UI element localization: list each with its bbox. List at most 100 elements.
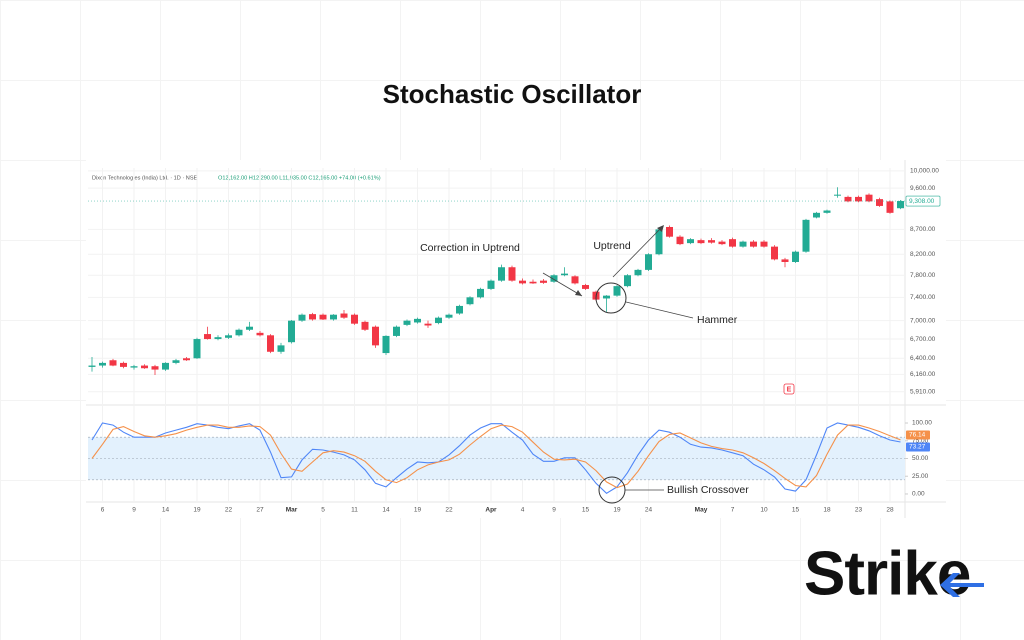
- candle-body: [235, 329, 243, 336]
- candle-body: [498, 267, 505, 281]
- candle-body: [130, 366, 138, 368]
- arrow-head: [657, 225, 664, 232]
- y-tick-label: 10,000.00: [910, 168, 939, 175]
- y-tick-label: 6,400.00: [910, 355, 936, 362]
- x-tick-label: 22: [225, 507, 233, 514]
- candle-body: [750, 241, 757, 247]
- y-tick-label: 7,000.00: [910, 317, 936, 324]
- x-tick-label: Apr: [485, 507, 497, 514]
- candle-body: [897, 201, 904, 209]
- candle-body: [802, 219, 810, 252]
- candle-body: [309, 314, 316, 320]
- candle-body: [571, 276, 579, 284]
- x-tick-label: 23: [855, 507, 863, 514]
- candle-body: [508, 267, 516, 281]
- candle-body: [298, 314, 306, 321]
- candle-body: [834, 194, 841, 196]
- candle-body: [708, 240, 715, 243]
- candle-body: [99, 362, 106, 366]
- candle-body: [477, 288, 484, 298]
- candle-body: [435, 317, 442, 324]
- x-tick-label: 4: [521, 507, 525, 514]
- candle-body: [361, 321, 369, 330]
- candle-body: [351, 314, 358, 324]
- last-price-label: 9,308.00: [909, 198, 935, 205]
- x-tick-label: 22: [445, 507, 453, 514]
- candle-body: [697, 240, 705, 244]
- y-tick-label: 7,400.00: [910, 294, 936, 301]
- candle-body: [256, 332, 264, 336]
- y-tick-label: 9,600.00: [910, 185, 936, 192]
- plot-layer: 10,000.00 9,600.00 8,700.00 8,200.00 7,800.0…: [88, 168, 941, 514]
- annotation: Hammer: [697, 314, 738, 326]
- candle-body: [540, 280, 547, 283]
- annotation-line: [625, 301, 694, 319]
- candle-body: [267, 335, 274, 352]
- candle-body: [792, 251, 799, 262]
- candle-body: [277, 345, 285, 352]
- y-tick-label: 6,160.00: [910, 371, 936, 378]
- x-tick-label: 15: [582, 507, 590, 514]
- candle-body: [781, 259, 789, 262]
- candle-body: [319, 314, 327, 320]
- candle-body: [330, 314, 337, 320]
- oscillator-line: [91, 422, 901, 494]
- y-tick-label: 100.00: [912, 420, 932, 427]
- candle-body: [340, 313, 348, 318]
- annotation: Uptrend: [593, 240, 631, 252]
- candle-body: [382, 335, 390, 354]
- candle-body: [687, 239, 694, 244]
- candle-body: [193, 339, 201, 359]
- oscillator-line: [91, 424, 901, 489]
- y-tick-label: 8,700.00: [910, 226, 936, 233]
- annotation: Correction in Uptrend: [420, 242, 520, 254]
- y-tick-label: 25.00: [912, 473, 929, 480]
- annotation-arrow: [542, 272, 583, 297]
- candle-body: [844, 196, 852, 202]
- candle-body: [855, 196, 862, 202]
- annotation: Bullish Crossover: [667, 484, 749, 496]
- candle-body: [771, 246, 778, 260]
- candle-body: [445, 314, 453, 318]
- x-tick-label: 14: [382, 507, 390, 514]
- x-tick-label: Mar: [286, 507, 298, 514]
- earnings-icon: [783, 383, 795, 395]
- candle-body: [718, 241, 726, 245]
- last-price-box: [905, 195, 941, 207]
- last-value-label: 76.14: [909, 432, 926, 439]
- arrow-head: [575, 290, 582, 296]
- candle-body: [172, 360, 180, 363]
- candle-body: [109, 360, 117, 366]
- candle-body: [456, 305, 463, 314]
- last-value-box: [906, 430, 930, 440]
- candle-body: [214, 337, 222, 340]
- candle-body: [88, 365, 96, 367]
- candle-body: [204, 334, 211, 340]
- logo: Strike: [804, 539, 970, 608]
- x-tick-label: 6: [101, 507, 105, 514]
- candle-body: [372, 326, 379, 346]
- annotation-arrow: [612, 225, 664, 278]
- candle-body: [582, 285, 589, 289]
- candle-body: [561, 273, 568, 276]
- candle-body: [666, 226, 673, 237]
- candle-body: [288, 320, 295, 343]
- x-tick-label: 19: [414, 507, 422, 514]
- page-title: Stochastic Oscillator: [383, 79, 642, 109]
- x-tick-label: 24: [645, 507, 653, 514]
- earnings-label: E: [787, 386, 792, 393]
- candle-body: [424, 323, 432, 326]
- y-tick-label: 6,700.00: [910, 336, 936, 343]
- ohlc-header: O12,162.00 H12,290.00 L11,935.00 C12,165…: [218, 175, 381, 181]
- y-tick-label: 7,800.00: [910, 272, 936, 279]
- y-tick-label: 75.00: [912, 437, 929, 444]
- candle-body: [151, 366, 159, 370]
- candle-body: [739, 241, 747, 247]
- x-tick-label: 19: [613, 507, 621, 514]
- y-tick-label: 50.00: [912, 455, 929, 462]
- candle-body: [813, 212, 820, 218]
- candle-body: [876, 199, 883, 206]
- x-tick-label: 10: [760, 507, 768, 514]
- candle-body: [634, 269, 642, 276]
